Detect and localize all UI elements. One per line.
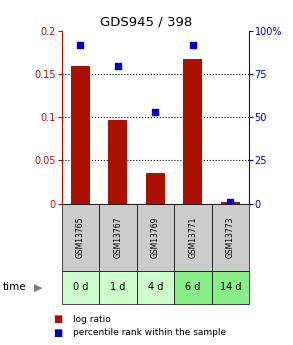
Text: ▶: ▶ — [34, 282, 42, 292]
Text: GSM13773: GSM13773 — [226, 216, 235, 258]
Text: percentile rank within the sample: percentile rank within the sample — [73, 328, 226, 337]
Text: GSM13767: GSM13767 — [113, 216, 122, 258]
Text: ■: ■ — [53, 328, 62, 338]
Point — [153, 109, 158, 115]
Bar — [146, 173, 165, 204]
Text: 14 d: 14 d — [219, 282, 241, 292]
Text: 1 d: 1 d — [110, 282, 125, 292]
Text: log ratio: log ratio — [73, 315, 111, 324]
Text: 0 d: 0 d — [73, 282, 88, 292]
Text: GSM13769: GSM13769 — [151, 216, 160, 258]
Text: GDS945 / 398: GDS945 / 398 — [100, 16, 193, 29]
Point — [190, 42, 195, 48]
Bar — [108, 120, 127, 204]
Point — [115, 63, 120, 68]
Point — [228, 199, 233, 205]
Text: GSM13771: GSM13771 — [188, 217, 197, 258]
Bar — [221, 202, 240, 204]
Text: 6 d: 6 d — [185, 282, 200, 292]
Point — [78, 42, 83, 48]
Bar — [183, 59, 202, 204]
Text: time: time — [3, 282, 27, 292]
Text: 4 d: 4 d — [148, 282, 163, 292]
Text: ■: ■ — [53, 314, 62, 324]
Bar — [71, 66, 90, 204]
Text: GSM13765: GSM13765 — [76, 216, 85, 258]
